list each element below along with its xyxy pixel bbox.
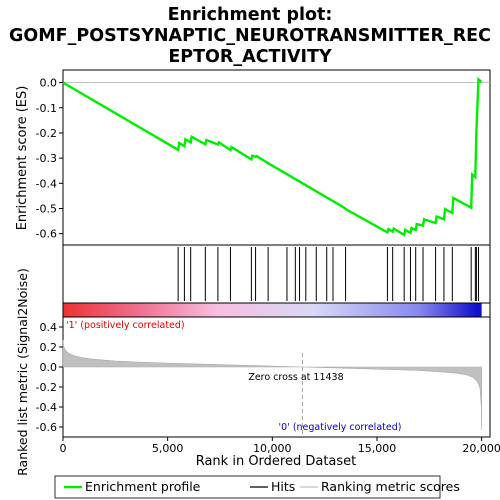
es-y-axis-label: Enrichment score (ES): [15, 86, 30, 231]
legend-label-ranking-metric: Ranking metric scores: [321, 479, 460, 494]
es-y-tick-label: -0.3: [36, 152, 57, 165]
positive-correlation-label: '1' (positively correlated): [66, 320, 185, 331]
legend-label-hits: Hits: [271, 479, 295, 494]
x-tick-label: 20,000: [462, 442, 500, 455]
metric-y-tick-label: 0.0: [40, 361, 58, 374]
metric-y-tick-label: -0.2: [36, 381, 57, 394]
zero-cross-label: Zero cross at 11438: [248, 372, 343, 383]
chart-title-line-1: Enrichment plot:: [168, 5, 333, 25]
hits-panel-frame: [62, 244, 491, 304]
x-tick-label: 10,000: [253, 442, 292, 455]
x-tick-label: 15,000: [358, 442, 397, 455]
legend-label-enrichment-profile: Enrichment profile: [85, 479, 201, 494]
chart-title-line-3: EPTOR_ACTIVITY: [168, 47, 332, 67]
x-axis: 0 5,000 10,000 15,000 20,000: [60, 437, 500, 455]
es-y-tick-label: -0.6: [36, 228, 57, 241]
es-y-tick-label: -0.1: [36, 102, 57, 115]
x-tick-label: 5,000: [152, 442, 184, 455]
metric-y-axis-label: Ranked list metric (Signal2Noise): [15, 268, 30, 476]
es-y-tick-label: -0.5: [36, 202, 57, 215]
metric-y-tick-label: 0.4: [40, 321, 58, 334]
ranking-metric-area: [62, 339, 482, 431]
x-tick-label: 0: [60, 442, 67, 455]
enrichment-profile-line: [62, 76, 483, 237]
metric-y-tick-label: -0.4: [36, 401, 57, 414]
chart-title-line-2: GOMF_POSTSYNAPTIC_NEUROTRANSMITTER_REC: [9, 26, 491, 46]
ranked-list-color-bar: [63, 303, 482, 317]
metric-y-axis: 0.4 0.2 0.0 -0.2 -0.4 -0.6: [36, 321, 63, 434]
metric-y-tick-label: 0.2: [40, 341, 58, 354]
hits-markers: [177, 247, 479, 301]
es-y-tick-label: -0.4: [36, 177, 57, 190]
legend-box: [54, 475, 441, 499]
x-axis-label: Rank in Ordered Dataset: [196, 454, 357, 469]
es-y-axis: 0.0 -0.1 -0.2 -0.3 -0.4 -0.5 -0.6: [36, 77, 63, 241]
es-panel-frame: [62, 69, 491, 246]
es-y-tick-label: 0.0: [40, 77, 58, 90]
es-y-tick-label: -0.2: [36, 127, 57, 140]
metric-y-tick-label: -0.6: [36, 421, 57, 434]
metric-panel-frame: [62, 316, 491, 438]
negative-correlation-label: '0' (negatively correlated): [279, 422, 402, 433]
